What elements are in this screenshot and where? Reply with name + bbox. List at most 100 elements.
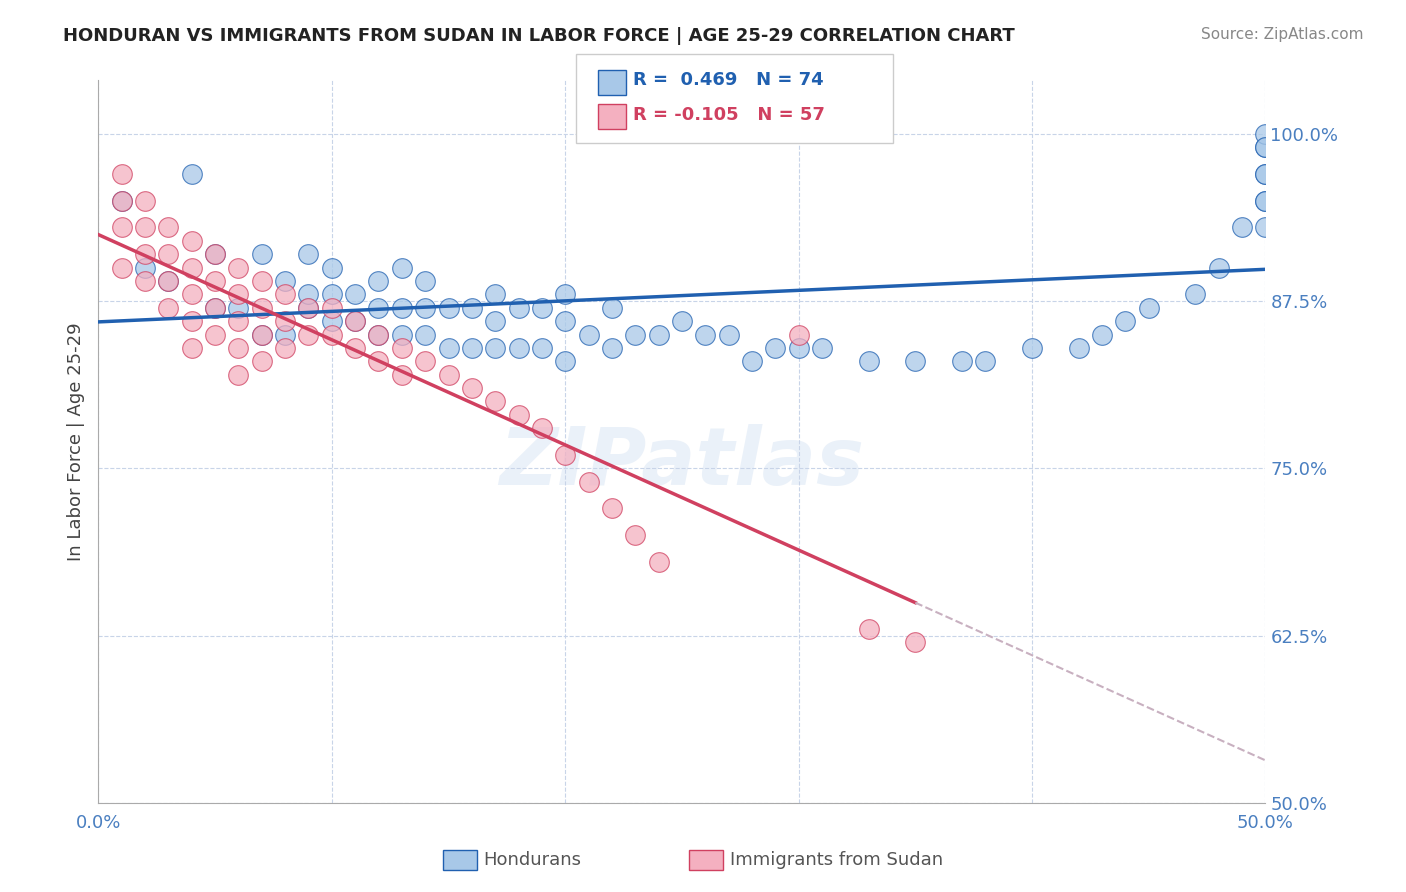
Point [578, 475, 600, 489]
Point [274, 314, 297, 328]
Point [904, 635, 927, 649]
Point [413, 301, 436, 315]
Point [111, 220, 134, 235]
Point [484, 341, 506, 355]
Y-axis label: In Labor Force | Age 25-29: In Labor Force | Age 25-29 [66, 322, 84, 561]
Point [554, 287, 576, 301]
Point [554, 314, 576, 328]
Point [1254, 194, 1277, 208]
Point [1254, 167, 1277, 181]
Point [180, 287, 202, 301]
Point [344, 341, 367, 355]
Point [695, 327, 717, 342]
Point [1254, 167, 1277, 181]
Point [904, 354, 927, 368]
Text: R = -0.105   N = 57: R = -0.105 N = 57 [633, 106, 824, 124]
Point [180, 341, 202, 355]
Point [250, 247, 273, 261]
Point [204, 274, 226, 288]
Point [367, 301, 389, 315]
Point [228, 341, 250, 355]
Point [134, 247, 156, 261]
Point [461, 301, 484, 315]
Point [461, 341, 484, 355]
Point [1114, 314, 1136, 328]
Point [111, 260, 134, 275]
Point [250, 274, 273, 288]
Point [367, 354, 389, 368]
Point [484, 287, 506, 301]
Point [111, 194, 134, 208]
Point [413, 327, 436, 342]
Point [1254, 194, 1277, 208]
Text: R =  0.469   N = 74: R = 0.469 N = 74 [633, 71, 824, 89]
Point [321, 327, 343, 342]
Point [274, 287, 297, 301]
Point [157, 247, 180, 261]
Point [763, 341, 786, 355]
Point [530, 301, 553, 315]
Point [624, 327, 647, 342]
Point [717, 327, 740, 342]
Text: Hondurans: Hondurans [484, 851, 582, 869]
Point [858, 622, 880, 636]
Point [1208, 260, 1230, 275]
Point [111, 167, 134, 181]
Point [204, 301, 226, 315]
Point [367, 274, 389, 288]
Text: Immigrants from Sudan: Immigrants from Sudan [730, 851, 943, 869]
Point [180, 167, 202, 181]
Point [250, 327, 273, 342]
Point [624, 528, 647, 542]
Point [344, 314, 367, 328]
Point [134, 220, 156, 235]
Point [367, 327, 389, 342]
Point [741, 354, 763, 368]
Point [787, 341, 810, 355]
Point [250, 301, 273, 315]
Point [228, 301, 250, 315]
Point [228, 314, 250, 328]
Point [1254, 140, 1277, 154]
Point [413, 354, 436, 368]
Point [204, 327, 226, 342]
Point [647, 555, 669, 569]
Point [111, 194, 134, 208]
Point [321, 314, 343, 328]
Point [974, 354, 997, 368]
Text: ZIPatlas: ZIPatlas [499, 425, 865, 502]
Point [134, 260, 156, 275]
Point [228, 368, 250, 382]
Point [1137, 301, 1160, 315]
Point [600, 341, 623, 355]
Point [321, 260, 343, 275]
Text: HONDURAN VS IMMIGRANTS FROM SUDAN IN LABOR FORCE | AGE 25-29 CORRELATION CHART: HONDURAN VS IMMIGRANTS FROM SUDAN IN LAB… [63, 27, 1015, 45]
Point [228, 287, 250, 301]
Point [950, 354, 973, 368]
Point [297, 301, 319, 315]
Point [647, 327, 669, 342]
Point [484, 394, 506, 409]
Point [321, 287, 343, 301]
Point [1230, 220, 1253, 235]
Point [367, 327, 389, 342]
Point [1254, 127, 1277, 141]
Point [274, 327, 297, 342]
Point [484, 314, 506, 328]
Point [204, 247, 226, 261]
Point [157, 274, 180, 288]
Point [554, 448, 576, 462]
Point [134, 274, 156, 288]
Point [157, 301, 180, 315]
Point [180, 234, 202, 248]
Point [157, 274, 180, 288]
Point [787, 327, 810, 342]
Point [413, 274, 436, 288]
Point [530, 421, 553, 435]
Point [274, 341, 297, 355]
Point [437, 341, 460, 355]
Point [228, 260, 250, 275]
Point [391, 327, 413, 342]
Point [858, 354, 880, 368]
Point [1184, 287, 1206, 301]
